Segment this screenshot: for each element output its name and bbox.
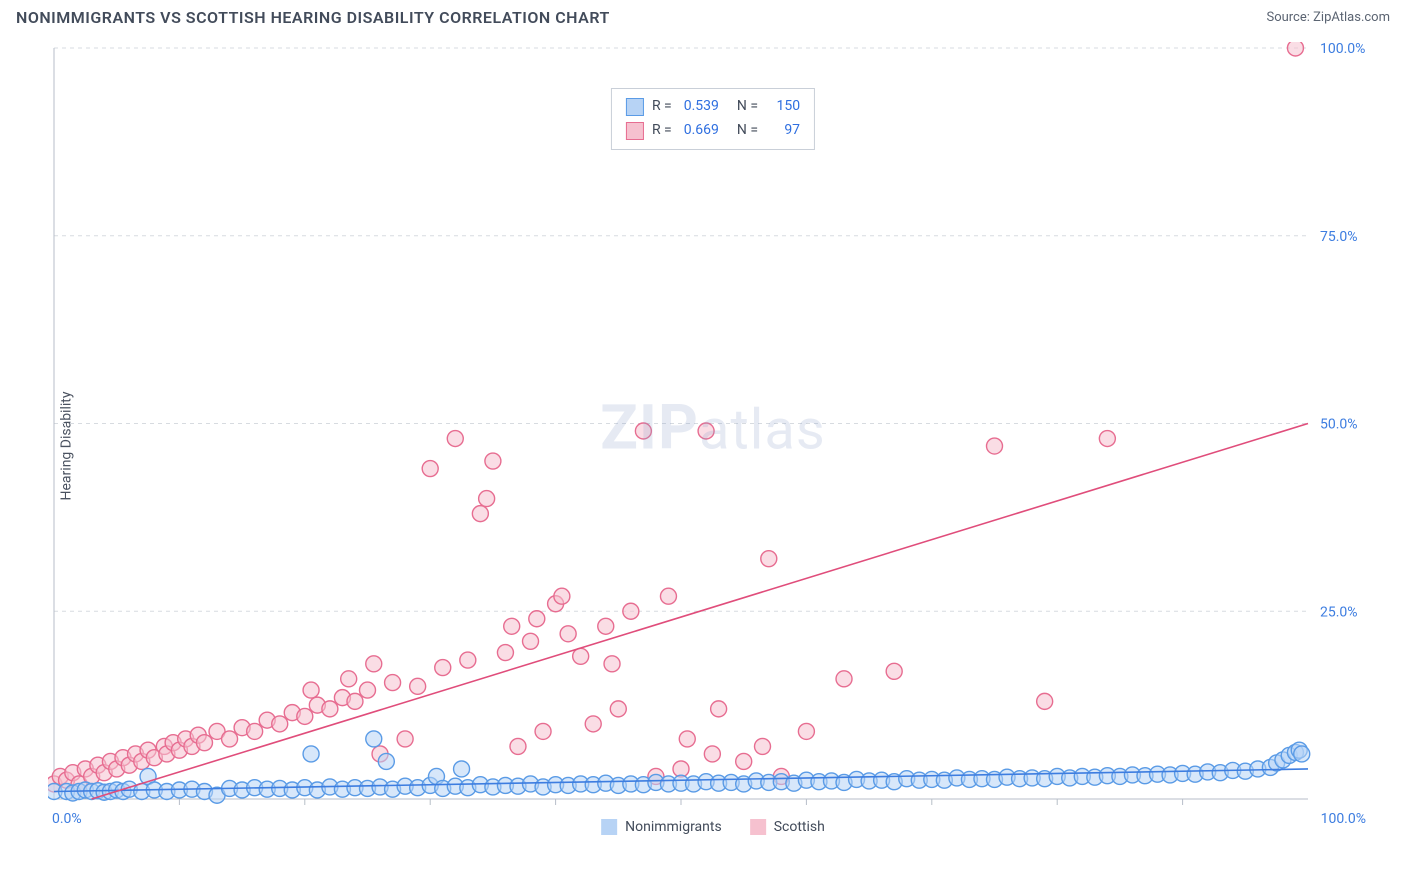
source-label: Source: bbox=[1266, 10, 1313, 25]
svg-text:0.0%: 0.0% bbox=[52, 811, 82, 827]
r-value-1: 0.669 bbox=[684, 119, 719, 143]
correlation-legend: R = 0.539 N = 150 R = 0.669 N = 97 bbox=[611, 88, 815, 150]
legend-swatch-1 bbox=[750, 819, 766, 835]
legend-item-0: Nonimmigrants bbox=[601, 819, 722, 835]
legend-item-1: Scottish bbox=[750, 819, 825, 835]
correlation-row-0: R = 0.539 N = 150 bbox=[626, 95, 800, 119]
chart-area: 25.0%50.0%75.0%100.0%0.0%100.0% ZIPatlas… bbox=[48, 42, 1378, 847]
source-name: ZipAtlas.com bbox=[1313, 10, 1390, 25]
svg-text:25.0%: 25.0% bbox=[1320, 604, 1358, 620]
r-value-0: 0.539 bbox=[684, 95, 719, 119]
legend-swatch-0 bbox=[601, 819, 617, 835]
legend-label-0: Nonimmigrants bbox=[625, 819, 722, 835]
series-legend: Nonimmigrants Scottish bbox=[601, 819, 825, 835]
swatch-series-1 bbox=[626, 122, 644, 140]
swatch-series-0 bbox=[626, 98, 644, 116]
correlation-row-1: R = 0.669 N = 97 bbox=[626, 119, 800, 143]
n-value-0: 150 bbox=[770, 95, 800, 119]
n-label-0: N = bbox=[737, 95, 758, 119]
r-label-0: R = bbox=[652, 95, 672, 119]
svg-text:50.0%: 50.0% bbox=[1320, 417, 1358, 433]
svg-text:100.0%: 100.0% bbox=[1320, 42, 1365, 57]
n-label-1: N = bbox=[737, 119, 758, 143]
svg-text:75.0%: 75.0% bbox=[1320, 229, 1358, 245]
chart-title: NONIMMIGRANTS VS SCOTTISH HEARING DISABI… bbox=[16, 8, 610, 27]
n-value-1: 97 bbox=[770, 119, 800, 143]
scatter-plot-svg: 25.0% 50.0% 75.0% 100.0% 0.0% 100.0% bbox=[48, 42, 1378, 847]
svg-text:100.0%: 100.0% bbox=[1321, 811, 1366, 827]
legend-label-1: Scottish bbox=[774, 819, 825, 835]
source-attribution: Source: ZipAtlas.com bbox=[1266, 10, 1390, 25]
chart-header: NONIMMIGRANTS VS SCOTTISH HEARING DISABI… bbox=[0, 0, 1406, 31]
r-label-1: R = bbox=[652, 119, 672, 143]
